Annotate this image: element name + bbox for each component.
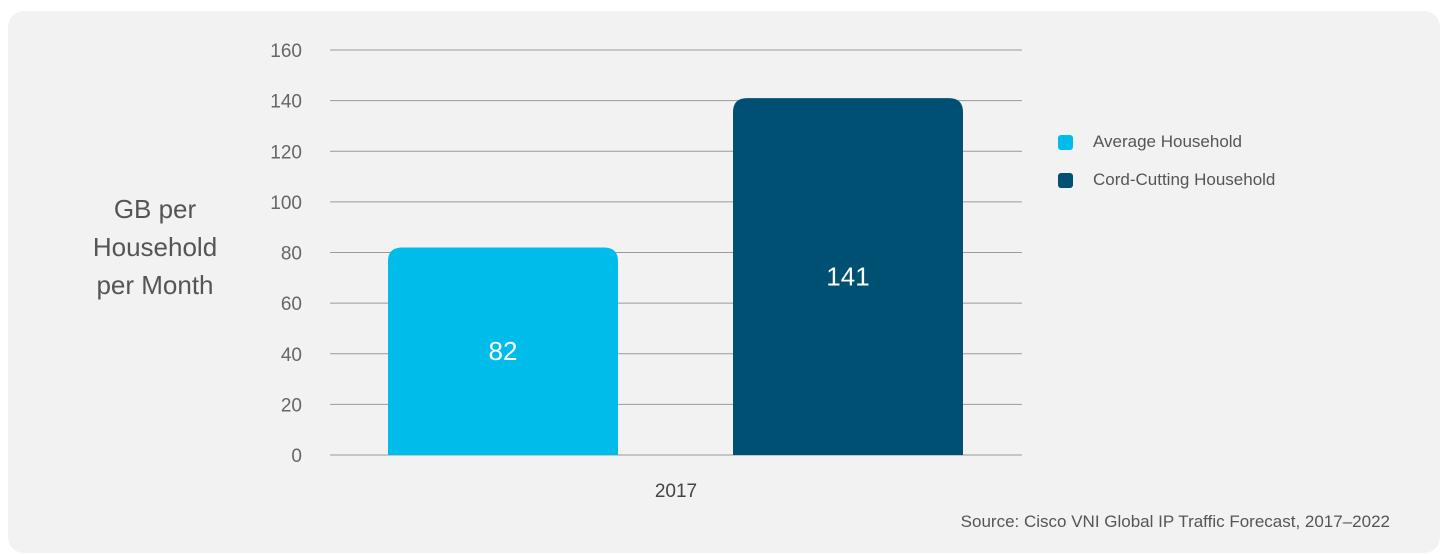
y-tick-label-60: 60 bbox=[281, 294, 302, 315]
y-tick-label-20: 20 bbox=[281, 395, 302, 416]
chart-panel bbox=[8, 11, 1440, 553]
y-tick-label-100: 100 bbox=[270, 193, 302, 214]
legend-item-cord-cutting: Cord-Cutting Household bbox=[1058, 168, 1275, 192]
y-tick-label-140: 140 bbox=[270, 92, 302, 113]
legend-label-cord-cutting: Cord-Cutting Household bbox=[1093, 170, 1276, 189]
legend: Average Household Cord-Cutting Household bbox=[1058, 130, 1275, 206]
x-tick-label-2017: 2017 bbox=[655, 481, 697, 502]
y-axis-label: GB per Household per Month bbox=[92, 194, 218, 300]
y-tick-label-120: 120 bbox=[270, 142, 302, 163]
data-label-average-household: 82 bbox=[489, 336, 518, 366]
y-tick-label-0: 0 bbox=[291, 446, 302, 467]
y-tick-label-80: 80 bbox=[281, 244, 302, 265]
legend-swatch-cord-cutting bbox=[1058, 172, 1073, 188]
y-tick-label-40: 40 bbox=[281, 345, 302, 366]
legend-label-average: Average Household bbox=[1093, 132, 1243, 151]
legend-swatch-average bbox=[1058, 134, 1073, 150]
bar-average-household bbox=[388, 247, 618, 455]
data-label-cord-cutting-household: 141 bbox=[826, 262, 869, 292]
y-tick-label-160: 160 bbox=[270, 41, 302, 62]
bar-cord-cutting-household bbox=[733, 98, 963, 455]
source-note: Source: Cisco VNI Global IP Traffic Fore… bbox=[960, 512, 1390, 531]
legend-item-average: Average Household bbox=[1058, 130, 1275, 154]
